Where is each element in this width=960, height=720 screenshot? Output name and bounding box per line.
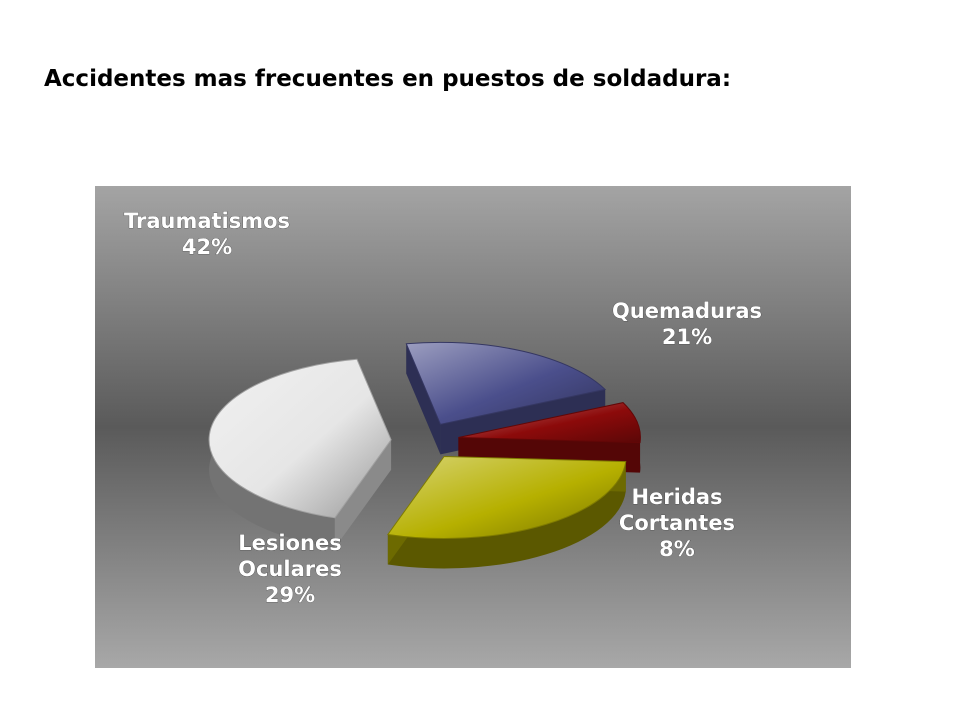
slice-name-label: Oculares — [238, 557, 342, 581]
pie-tops — [208, 341, 641, 539]
slice-name-label: Quemaduras — [612, 299, 762, 323]
slice-percent-label: 29% — [265, 583, 315, 607]
pie-slice-wall — [406, 343, 441, 455]
slice-name-label: Lesiones — [238, 531, 341, 555]
page-title: Accidentes mas frecuentes en puestos de … — [44, 66, 732, 92]
pie-slice-traumatismos — [208, 358, 392, 519]
slice-name-label: Traumatismos — [124, 209, 290, 233]
pie-slice-heridas-cortantes — [458, 402, 641, 444]
slice-percent-label: 8% — [659, 537, 695, 561]
pie-chart-panel: Traumatismos 42% Quemaduras 21% Heridas Corta… — [95, 186, 851, 668]
pie-slice-quemaduras — [405, 341, 607, 425]
pie-slice-wall — [334, 439, 392, 548]
slice-name-label: Cortantes — [619, 511, 735, 535]
slice-name-label: Heridas — [631, 485, 722, 509]
slice-percent-label: 21% — [662, 325, 712, 349]
slice-percent-label: 42% — [182, 235, 232, 259]
pie-slice-side — [387, 461, 626, 569]
pie-slice-lesiones-oculares — [386, 455, 627, 539]
